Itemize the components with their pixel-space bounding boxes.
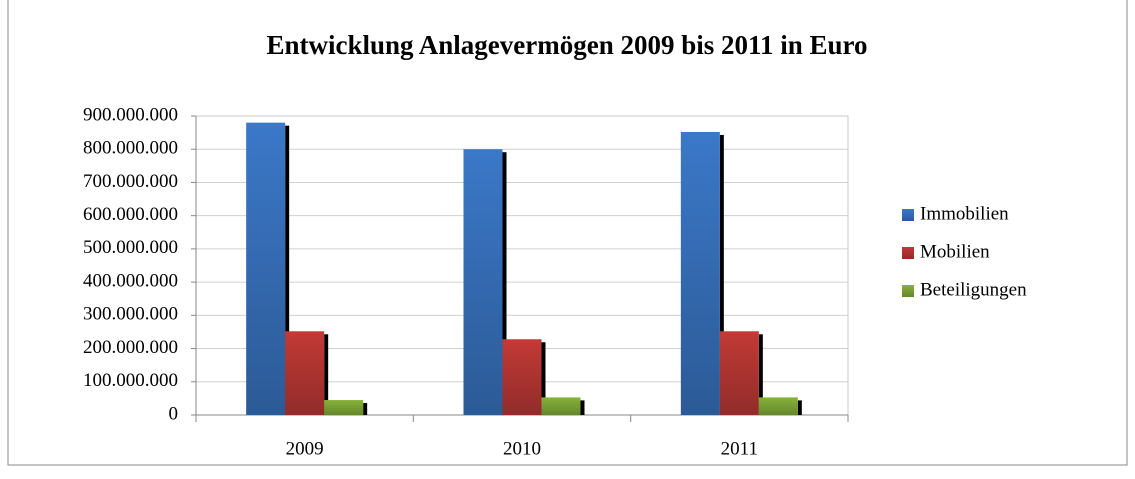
bar-shadow [719,134,724,416]
bar-shadow [580,400,585,415]
legend-label: Mobilien [920,241,990,262]
y-tick-label: 600.000.000 [83,204,178,225]
x-tick-label: 2011 [721,438,758,459]
bar [680,131,720,416]
x-tick-label: 2010 [503,438,541,459]
legend-swatch [902,247,914,259]
bar-shadow [324,334,329,415]
bar-shadow [541,342,546,415]
bar [463,149,503,415]
chart-frame [7,0,1128,466]
y-tick-label: 300.000.000 [83,304,178,325]
bar [719,331,759,415]
legend-swatch [902,285,914,297]
bar [502,339,542,415]
bar-shadow [285,125,290,416]
bar-shadow [502,152,507,415]
bar-shadow [363,403,368,415]
bar [324,400,364,415]
y-tick-label: 200.000.000 [83,337,178,358]
bar-shadow [797,400,802,415]
y-tick-label: 500.000.000 [83,237,178,258]
bar [246,122,286,416]
y-tick-label: 700.000.000 [83,171,178,192]
legend-label: Immobilien [920,203,1009,224]
y-tick-label: 800.000.000 [83,138,178,159]
y-tick-label: 100.000.000 [83,370,178,391]
y-tick-label: 900.000.000 [83,104,178,125]
x-tick-label: 2009 [286,438,324,459]
bar [541,397,581,415]
bar [285,331,325,415]
chart-title: Entwicklung Anlagevermögen 2009 bis 2011… [266,30,867,60]
y-tick-label: 400.000.000 [83,270,178,291]
y-tick-label: 0 [169,403,179,424]
legend-swatch [902,209,914,221]
bar [758,397,798,415]
bar-shadow [758,334,763,415]
legend-label: Beteiligungen [920,279,1027,300]
